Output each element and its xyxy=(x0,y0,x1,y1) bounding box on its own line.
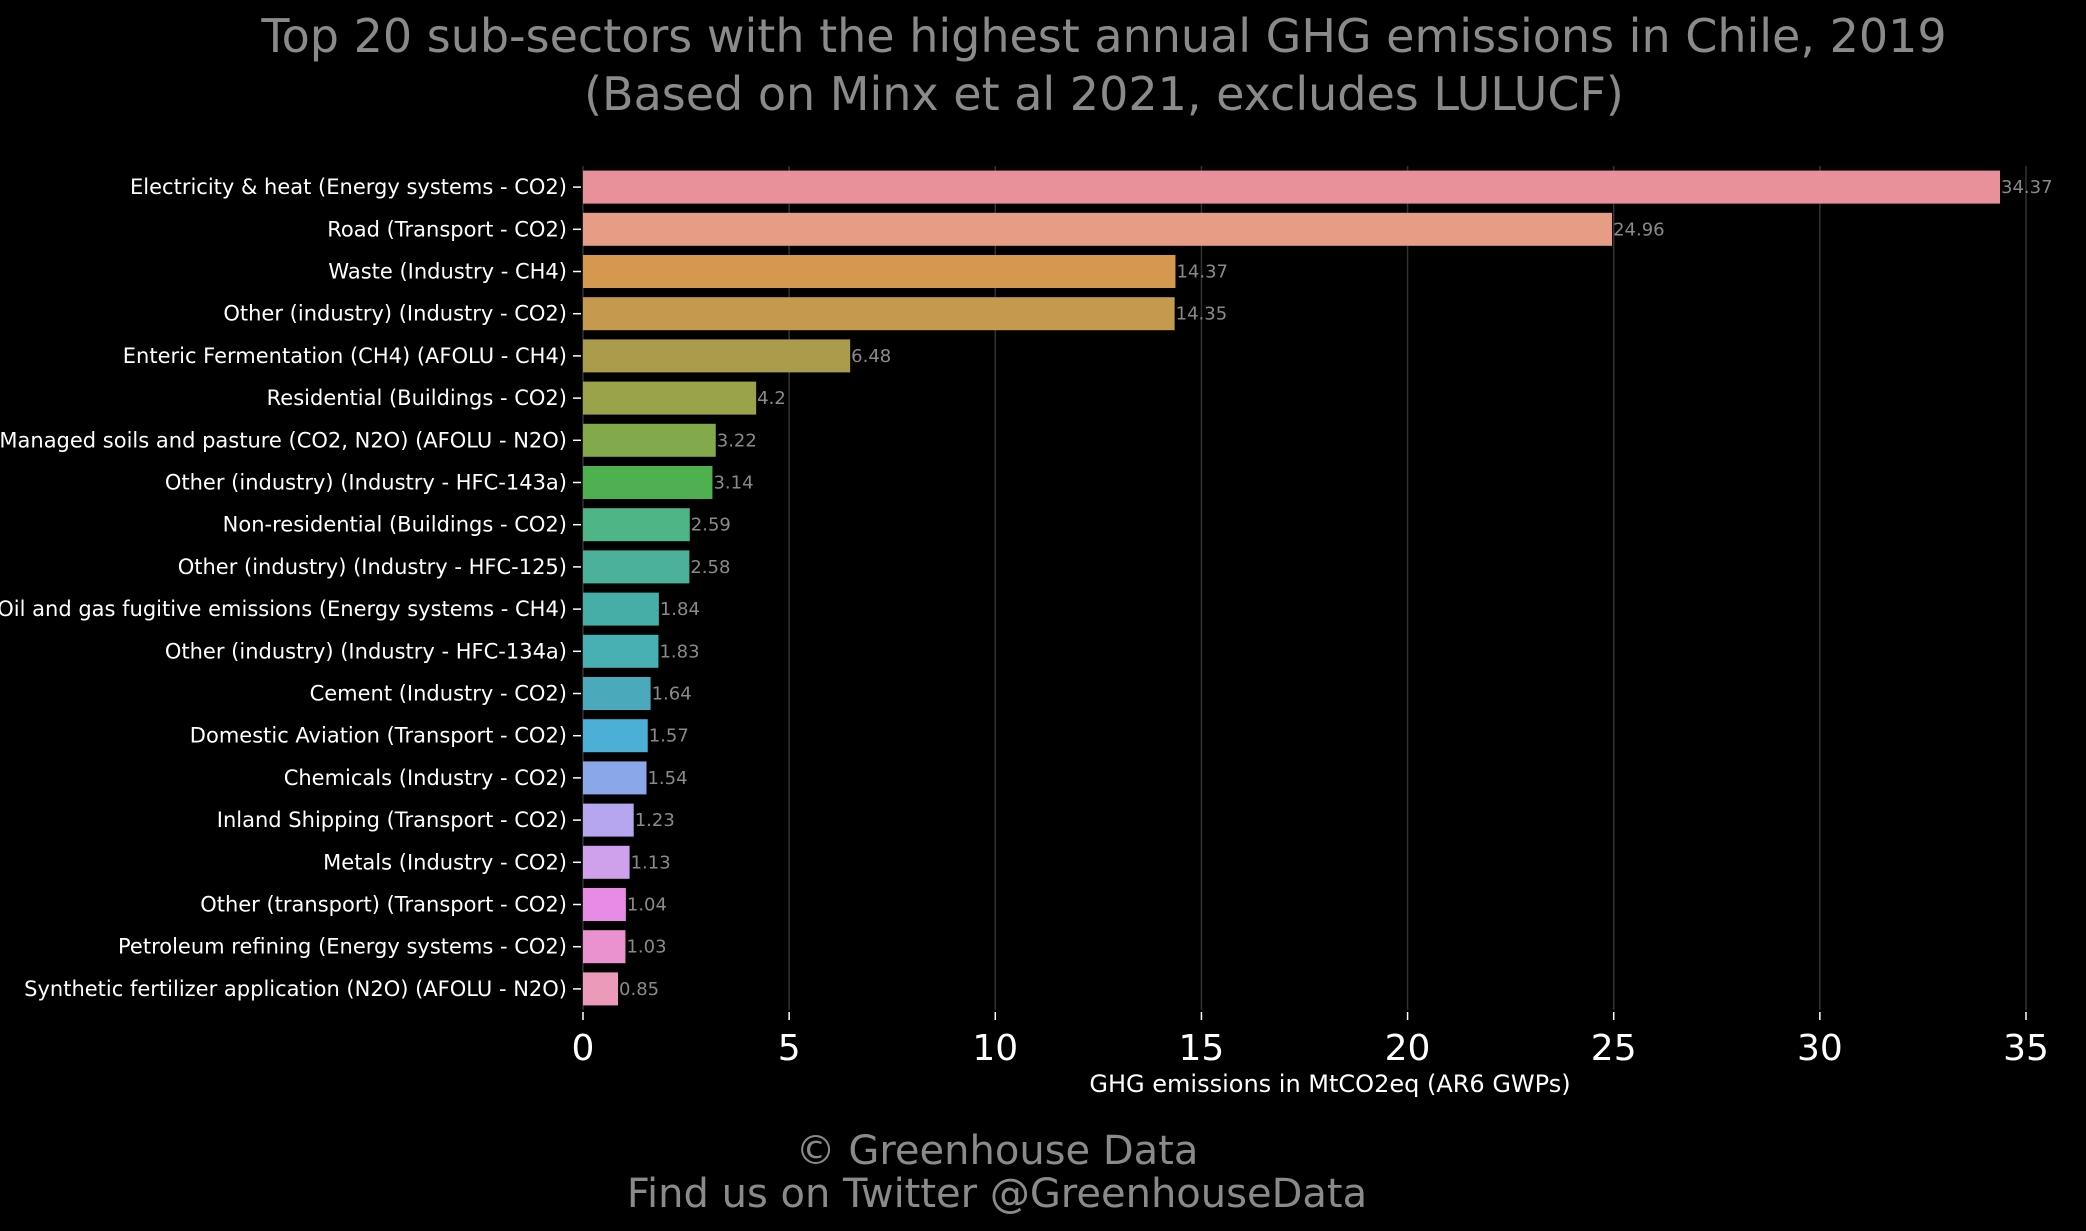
bar-11 xyxy=(583,592,659,626)
category-label-11: Oil and gas fugitive emissions (Energy s… xyxy=(0,597,567,621)
bar-8 xyxy=(583,466,713,499)
bar-1 xyxy=(583,170,2001,204)
category-label-15: Chemicals (Industry - CO2) xyxy=(284,766,567,790)
value-label-5: 6.48 xyxy=(851,346,891,367)
value-label-17: 1.13 xyxy=(631,852,671,873)
x-tick-label-20: 20 xyxy=(1385,1028,1431,1069)
bar-20 xyxy=(583,972,619,1006)
bar-14 xyxy=(583,719,648,753)
category-labels: Electricity & heat (Energy systems - CO2… xyxy=(0,175,581,1001)
x-tick-label-25: 25 xyxy=(1591,1028,1637,1069)
category-label-10: Other (industry) (Industry - HFC-125) xyxy=(178,555,567,579)
value-label-20: 0.85 xyxy=(619,979,659,1000)
x-axis-title: GHG emissions in MtCO2eq (AR6 GWPs) xyxy=(1089,1070,1570,1098)
category-label-12: Other (industry) (Industry - HFC-134a) xyxy=(165,639,567,663)
value-label-8: 3.14 xyxy=(713,473,753,494)
bar-10 xyxy=(583,550,690,584)
category-label-20: Synthetic fertilizer application (N2O) (… xyxy=(24,977,567,1001)
x-tick-label-10: 10 xyxy=(972,1028,1018,1069)
category-label-8: Other (industry) (Industry - HFC-143a) xyxy=(165,471,567,495)
x-axis: 0 5 10 15 20 25 30 35 xyxy=(572,1012,2049,1069)
category-label-9: Non-residential (Buildings - CO2) xyxy=(223,513,567,537)
x-tick-label-35: 35 xyxy=(2003,1028,2049,1069)
category-label-5: Enteric Fermentation (CH4) (AFOLU - CH4) xyxy=(123,344,567,368)
value-label-2: 24.96 xyxy=(1613,219,1665,240)
category-label-7: Managed soils and pasture (CO2, N2O) (AF… xyxy=(0,428,567,452)
credit-twitter: Find us on Twitter @GreenhouseData xyxy=(627,1171,1367,1217)
category-label-19: Petroleum refining (Energy systems - CO2… xyxy=(118,935,567,959)
x-tick-label-15: 15 xyxy=(1179,1028,1225,1069)
category-label-6: Residential (Buildings - CO2) xyxy=(267,386,567,410)
value-label-1: 34.37 xyxy=(2001,177,2053,198)
value-label-4: 14.35 xyxy=(1176,304,1228,325)
value-label-13: 1.64 xyxy=(652,684,692,705)
category-label-16: Inland Shipping (Transport - CO2) xyxy=(217,808,567,832)
bar-15 xyxy=(583,761,647,795)
bar-7 xyxy=(583,423,716,457)
bar-13 xyxy=(583,677,651,710)
category-label-1: Electricity & heat (Energy systems - CO2… xyxy=(130,175,567,199)
value-label-10: 2.58 xyxy=(690,557,730,578)
value-label-15: 1.54 xyxy=(647,768,687,789)
category-label-14: Domestic Aviation (Transport - CO2) xyxy=(190,724,567,748)
bar-3 xyxy=(583,255,1176,288)
bar-18 xyxy=(583,888,626,921)
bar-4 xyxy=(583,297,1175,331)
category-label-17: Metals (Industry - CO2) xyxy=(323,850,567,874)
bar-16 xyxy=(583,803,634,837)
value-label-18: 1.04 xyxy=(627,895,667,916)
category-label-4: Other (industry) (Industry - CO2) xyxy=(223,302,567,326)
x-tick-label-30: 30 xyxy=(1797,1028,1843,1069)
value-label-11: 1.84 xyxy=(660,599,700,620)
value-labels: 34.37 24.96 14.37 14.35 6.48 4.23.22 3.14 2.59 2… xyxy=(619,177,2053,1000)
credit-copyright: © Greenhouse Data xyxy=(796,1128,1199,1174)
bar-12 xyxy=(583,634,659,668)
bar-2 xyxy=(583,212,1613,246)
bar-17 xyxy=(583,845,630,879)
value-label-19: 1.03 xyxy=(626,937,666,958)
category-label-13: Cement (Industry - CO2) xyxy=(310,682,567,706)
value-label-3: 14.37 xyxy=(1176,262,1228,283)
x-tick-label-5: 5 xyxy=(778,1028,801,1069)
value-label-7: 3.22 xyxy=(717,430,757,451)
category-label-2: Road (Transport - CO2) xyxy=(327,217,567,241)
x-tick-label-0: 0 xyxy=(572,1028,595,1069)
vertical-gridlines xyxy=(582,166,2027,1010)
value-label-14: 1.57 xyxy=(649,726,689,747)
bars-group xyxy=(583,170,2001,1006)
chart-title: Top 20 sub-sectors with the highest annu… xyxy=(260,9,1946,63)
category-label-18: Other (transport) (Transport - CO2) xyxy=(200,893,567,917)
value-label-6: 4.2 xyxy=(757,388,786,409)
value-label-12: 1.83 xyxy=(659,641,699,662)
chart-subtitle: (Based on Minx et al 2021, excludes LULU… xyxy=(584,67,1624,121)
value-label-9: 2.59 xyxy=(691,515,731,536)
category-label-3: Waste (Industry - CH4) xyxy=(328,260,567,284)
bar-19 xyxy=(583,930,626,964)
value-label-16: 1.23 xyxy=(635,810,675,831)
bar-6 xyxy=(583,381,757,415)
bar-9 xyxy=(583,508,690,542)
bar-5 xyxy=(583,339,851,373)
